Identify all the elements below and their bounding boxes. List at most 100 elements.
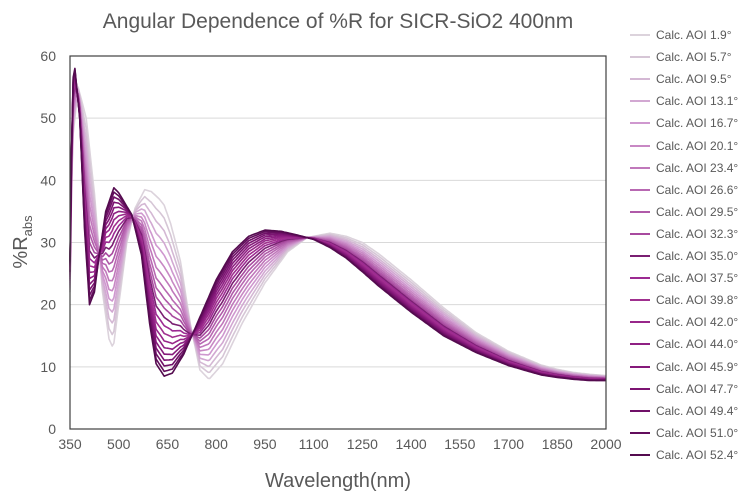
legend-label: Calc. AOI 44.0° <box>656 337 739 352</box>
y-tick-label: 0 <box>48 421 56 437</box>
legend-swatch <box>630 56 650 59</box>
legend-item: Calc. AOI 44.0° <box>630 334 738 354</box>
legend-swatch <box>630 188 650 191</box>
y-axis-label: %Rabs <box>10 215 35 269</box>
chart-title: Angular Dependence of %R for SICR-SiO2 4… <box>102 10 574 33</box>
series-line-17 <box>69 72 606 381</box>
y-tick-label: 50 <box>40 110 56 126</box>
x-tick-label: 950 <box>253 436 277 452</box>
legend-item: Calc. AOI 35.0° <box>630 246 738 266</box>
x-tick-label: 500 <box>107 436 131 452</box>
legend-label: Calc. AOI 20.1° <box>656 138 739 153</box>
legend-label: Calc. AOI 52.4° <box>656 447 739 462</box>
legend-item: Calc. AOI 13.1° <box>630 91 738 111</box>
legend-label: Calc. AOI 32.3° <box>656 226 739 241</box>
legend-item: Calc. AOI 26.6° <box>630 180 738 200</box>
legend-item: Calc. AOI 16.7° <box>630 113 738 133</box>
legend-label: Calc. AOI 29.5° <box>656 204 739 219</box>
series-line-1 <box>69 86 607 380</box>
legend-swatch <box>630 122 650 125</box>
legend-item: Calc. AOI 42.0° <box>630 312 738 332</box>
plot-frame <box>69 55 607 430</box>
legend-swatch <box>630 365 650 368</box>
legend-item: Calc. AOI 47.7° <box>630 379 738 399</box>
x-tick-label: 1700 <box>493 436 524 452</box>
legend-swatch <box>630 343 650 346</box>
legend-item: Calc. AOI 20.1° <box>630 136 738 156</box>
x-tick-label: 1850 <box>542 436 573 452</box>
legend-label: Calc. AOI 23.4° <box>656 160 739 175</box>
series-line-16 <box>69 74 606 381</box>
legend-swatch <box>630 78 650 81</box>
legend-swatch <box>630 299 650 302</box>
legend-swatch <box>630 232 650 235</box>
series-line-15 <box>69 75 606 381</box>
legend-swatch <box>630 431 650 434</box>
legend-swatch <box>630 255 650 257</box>
legend-label: Calc. AOI 51.0° <box>656 425 739 440</box>
legend-item: Calc. AOI 29.5° <box>630 202 738 222</box>
series-line-20 <box>69 67 606 382</box>
series-line-5 <box>69 90 607 378</box>
series-curves <box>69 67 607 382</box>
series-line-7 <box>69 92 607 379</box>
series-line-10 <box>69 87 606 380</box>
series-line-2 <box>69 87 607 377</box>
legend-swatch <box>630 144 650 147</box>
x-tick-label: 350 <box>58 436 82 452</box>
x-tick-label: 1400 <box>396 436 427 452</box>
legend-item: Calc. AOI 32.3° <box>630 224 738 244</box>
legend-swatch <box>630 210 650 213</box>
legend-item: Calc. AOI 45.9° <box>630 357 738 377</box>
legend-item: Calc. AOI 49.4° <box>630 401 738 421</box>
legend-label: Calc. AOI 9.5° <box>656 72 732 87</box>
legend-item: Calc. AOI 9.5° <box>630 69 732 89</box>
legend-item: Calc. AOI 5.7° <box>630 47 732 67</box>
x-tick-label: 2000 <box>590 436 621 452</box>
series-line-19 <box>69 69 606 382</box>
series-line-14 <box>69 77 606 381</box>
y-tick-labels: 0 10 20 30 40 50 60 <box>40 48 56 437</box>
legend-item: Calc. AOI 51.0° <box>630 423 738 443</box>
legend-swatch <box>630 34 650 36</box>
legend-label: Calc. AOI 5.7° <box>656 50 732 65</box>
x-tick-label: 800 <box>205 436 229 452</box>
y-axis-label-main: %R <box>10 236 32 268</box>
legend-swatch <box>630 387 650 390</box>
y-tick-label: 40 <box>40 172 56 188</box>
legend-label: Calc. AOI 13.1° <box>656 94 739 109</box>
legend-label: Calc. AOI 45.9° <box>656 359 739 374</box>
legend-label: Calc. AOI 49.4° <box>656 403 739 418</box>
y-axis-label-subscript: abs <box>20 215 35 236</box>
legend-swatch <box>630 409 650 412</box>
x-tick-labels: 350 500 650 800 950 1100 1250 1400 1550 1700 1850 2… <box>58 436 621 452</box>
legend-item: Calc. AOI 1.9° <box>630 25 732 45</box>
y-tick-label: 20 <box>40 297 56 313</box>
legend-label: Calc. AOI 16.7° <box>656 116 739 131</box>
y-tick-label: 10 <box>40 359 56 375</box>
x-axis-label: Wavelength(nm) <box>265 470 411 492</box>
legend-swatch <box>630 277 650 280</box>
legend-item: Calc. AOI 39.8° <box>630 290 738 310</box>
x-tick-label: 1100 <box>299 436 329 452</box>
legend-swatch <box>630 453 650 456</box>
x-tick-label: 1250 <box>347 436 378 452</box>
legend-label: Calc. AOI 35.0° <box>656 249 739 263</box>
legend-label: Calc. AOI 39.8° <box>656 293 739 308</box>
legend-label: Calc. AOI 37.5° <box>656 271 739 286</box>
legend-swatch <box>630 321 650 324</box>
y-tick-label: 60 <box>40 48 56 64</box>
x-tick-label: 1550 <box>444 436 475 452</box>
x-tick-label: 650 <box>156 436 180 452</box>
legend-label: Calc. AOI 42.0° <box>656 315 739 330</box>
legend-swatch <box>630 166 650 169</box>
legend-label: Calc. AOI 1.9° <box>656 28 732 42</box>
legend-item: Calc. AOI 37.5° <box>630 268 738 288</box>
y-tick-label: 30 <box>40 235 56 251</box>
legend-item: Calc. AOI 23.4° <box>630 158 738 178</box>
legend-item: Calc. AOI 52.4° <box>630 445 738 465</box>
legend-label: Calc. AOI 47.7° <box>656 381 739 396</box>
series-line-3 <box>69 88 607 378</box>
series-line-4 <box>69 89 607 378</box>
